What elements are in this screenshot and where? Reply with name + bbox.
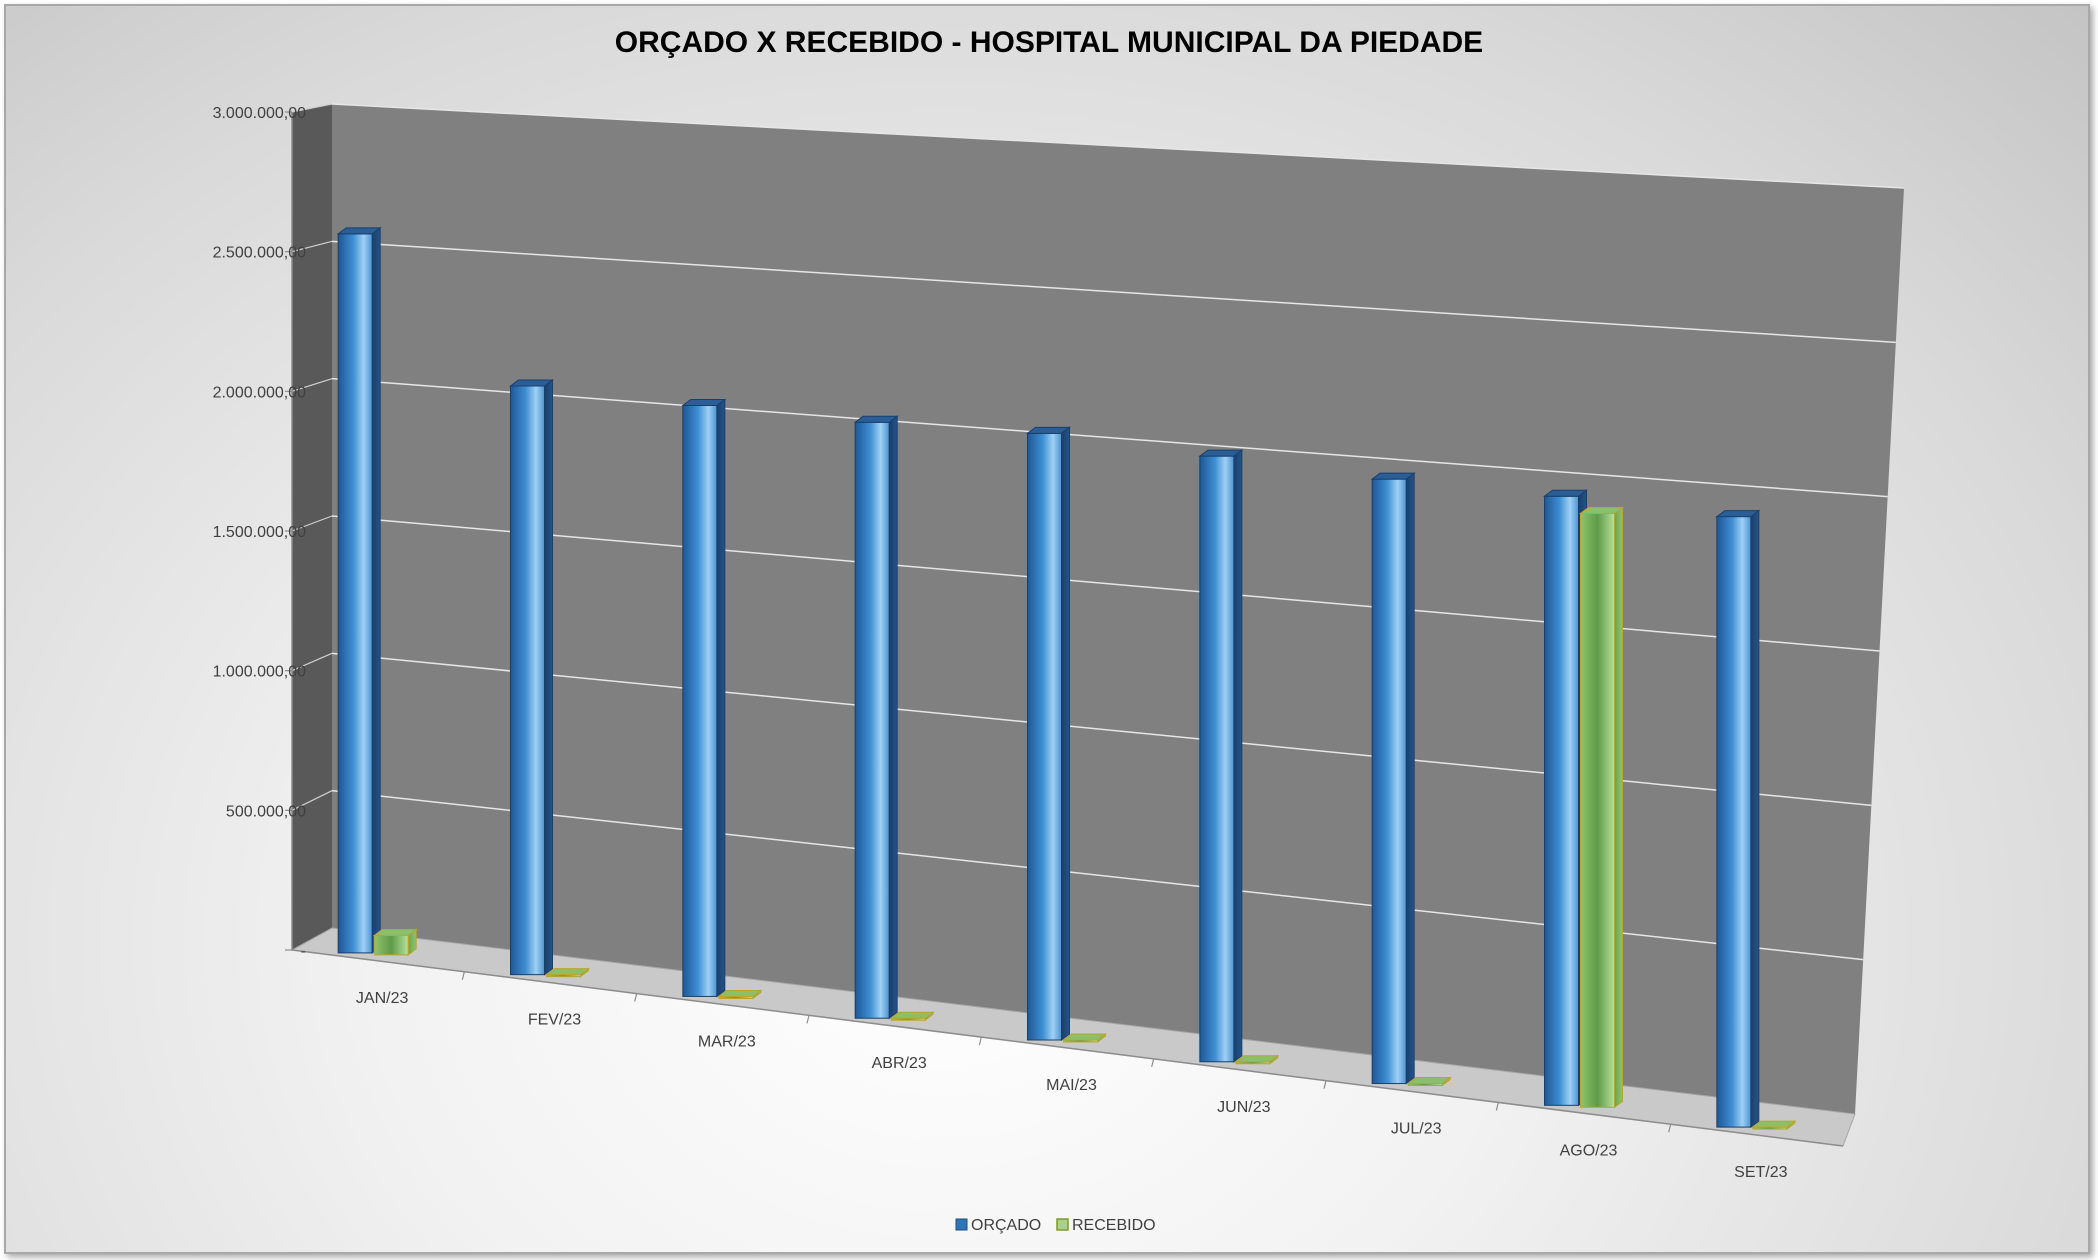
x-axis-line	[291, 949, 1844, 1147]
bar-orcado	[509, 378, 554, 976]
x-tick-label: SET/23	[1734, 1164, 1787, 1181]
legend-swatch-orcado	[955, 1218, 968, 1231]
bar-recebido	[372, 928, 418, 956]
x-tick-label: AGO/23	[1560, 1142, 1618, 1159]
y-tick-label: -	[301, 943, 306, 960]
x-tick-label: JAN/23	[356, 990, 409, 1007]
legend-label-recebido: RECEBIDO	[1072, 1217, 1156, 1234]
gridline	[331, 240, 1896, 344]
x-tick-label: MAI/23	[1046, 1077, 1097, 1094]
x-tick-mark	[1668, 1124, 1672, 1133]
bar-recebido	[1062, 1033, 1107, 1043]
side-wall	[292, 104, 332, 950]
bar-orcado	[1370, 472, 1416, 1085]
x-tick-mark	[461, 971, 465, 980]
bar-recebido	[717, 989, 763, 1000]
bar-recebido	[1751, 1120, 1797, 1131]
x-tick-mark	[1495, 1102, 1499, 1111]
x-tick-label: MAR/23	[698, 1033, 756, 1050]
x-tick-mark	[1151, 1058, 1155, 1068]
y-tick-label: 2.500.000,00	[213, 245, 307, 262]
bar-orcado	[336, 226, 382, 954]
chart-title: ORÇADO X RECEBIDO - HOSPITAL MUNICIPAL D…	[615, 26, 1483, 59]
x-axis-tick-labels: JAN/23 FEV/23 MAR/23 ABR/23 MAI/23 JUN/23 JUL/…	[356, 971, 1788, 1181]
x-tick-label: JUN/23	[1217, 1099, 1270, 1116]
bar-recebido	[889, 1011, 935, 1022]
bar-orcado	[1715, 509, 1761, 1129]
side-gridline	[291, 103, 333, 113]
y-tick-label: 1.000.000,00	[213, 664, 307, 681]
y-tick-label: 2.000.000,00	[213, 384, 307, 401]
y-tick-label: 1.500.000,00	[213, 524, 307, 541]
legend-swatch-recebido	[1056, 1218, 1069, 1231]
gridline	[331, 377, 1888, 498]
bar-recebido	[1234, 1054, 1280, 1065]
x-tick-mark	[1323, 1080, 1327, 1089]
x-tick-label: ABR/23	[872, 1055, 927, 1072]
y-tick-label: 3.000.000,00	[213, 105, 307, 122]
legend: ORÇADO RECEBIDO	[955, 1217, 1156, 1234]
bar-orcado	[1026, 426, 1071, 1041]
bar-recebido	[545, 967, 590, 978]
bar-orcado	[681, 398, 727, 998]
bars	[336, 226, 1797, 1131]
legend-label-orcado: ORÇADO	[971, 1217, 1041, 1234]
side-gridline	[291, 378, 333, 392]
x-tick-mark	[634, 993, 638, 1002]
side-gridline	[291, 652, 333, 672]
y-axis-tick-labels: - 500.000,00 1.000.000,00 1.500.000,00 2.000…	[213, 105, 307, 960]
bar-recebido	[1578, 506, 1625, 1109]
side-gridline	[291, 240, 333, 253]
side-gridline	[291, 790, 333, 811]
bar-orcado	[853, 415, 899, 1020]
x-tick-mark	[978, 1036, 982, 1046]
x-tick-label: JUL/23	[1391, 1121, 1442, 1138]
bar-orcado	[1198, 449, 1244, 1063]
bar-recebido	[1406, 1076, 1452, 1087]
y-tick-label: 500.000,00	[226, 803, 306, 820]
x-tick-mark	[806, 1015, 810, 1024]
x-tick-label: FEV/23	[528, 1012, 581, 1029]
gridline	[331, 103, 1905, 189]
side-gridline	[291, 515, 333, 532]
